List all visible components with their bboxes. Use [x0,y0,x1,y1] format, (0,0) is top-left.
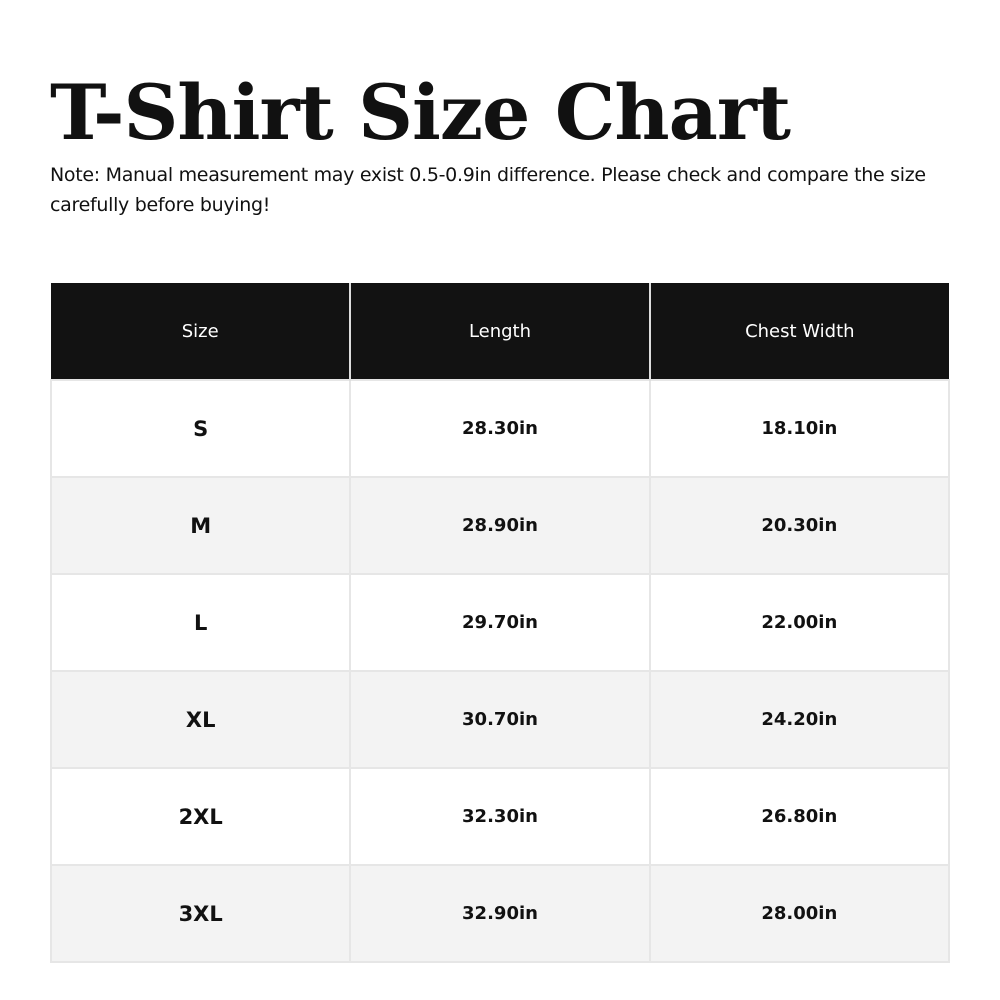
size-cell: L [49,573,352,672]
length-cell: 29.70in [349,573,651,672]
size-cell: 3XL [49,864,352,963]
length-cell: 28.30in [349,379,651,478]
measurement-note: Note: Manual measurement may exist 0.5-0… [50,164,926,216]
chest-width-cell: 22.00in [648,573,951,672]
length-cell: 32.90in [349,864,651,963]
chest-width-cell: 28.00in [648,864,951,963]
length-cell: 30.70in [349,670,651,769]
table-row: L 29.70in 22.00in [49,573,951,672]
length-cell: 32.30in [349,767,651,866]
chest-width-cell: 24.20in [648,670,951,769]
header-size: Size [51,283,351,380]
length-cell: 28.90in [349,476,651,575]
chest-width-cell: 26.80in [648,767,951,866]
size-cell: S [49,379,352,478]
chest-width-cell: 20.30in [648,476,951,575]
page-title: T-Shirt Size Chart [50,68,791,157]
header-length: Length [349,283,650,380]
size-cell: 2XL [49,767,352,866]
table-row: S 28.30in 18.10in [49,379,951,478]
size-cell: M [49,476,352,575]
table-header-row: Size Length Chest Width [51,283,949,380]
table-row: M 28.90in 20.30in [49,476,951,575]
header-chest-width: Chest Width [648,283,949,380]
table-row: XL 30.70in 24.20in [49,670,951,769]
chest-width-cell: 18.10in [648,379,951,478]
size-cell: XL [49,670,352,769]
size-chart-table: Size Length Chest Width S 28.30in 18.10in M… [49,283,951,963]
table-row: 2XL 32.30in 26.80in [49,767,951,866]
table-row: 3XL 32.90in 28.00in [49,864,951,963]
